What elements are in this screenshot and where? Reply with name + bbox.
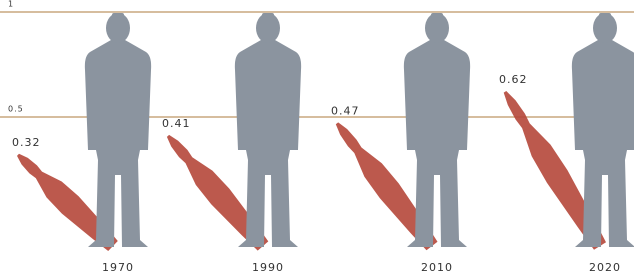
y-tick-label: 1 [8,0,14,9]
x-tick-label: 2010 [421,261,453,274]
x-tick-label: 2020 [589,261,621,274]
figure-hair [262,13,274,18]
figure-hair [431,13,443,18]
y-tick-label: 0.5 [8,105,24,114]
figure-hair [599,13,611,18]
chart: 0.5 1 0.32 1970 0.41 1990 0.47 2010 0.62 2020 [0,0,634,277]
value-label: 0.62 [499,73,528,86]
value-label: 0.47 [331,104,360,117]
figure-hair [112,13,124,18]
x-tick-label: 1990 [252,261,284,274]
x-tick-label: 1970 [102,261,134,274]
value-label: 0.32 [12,136,41,149]
value-label: 0.41 [162,117,191,130]
